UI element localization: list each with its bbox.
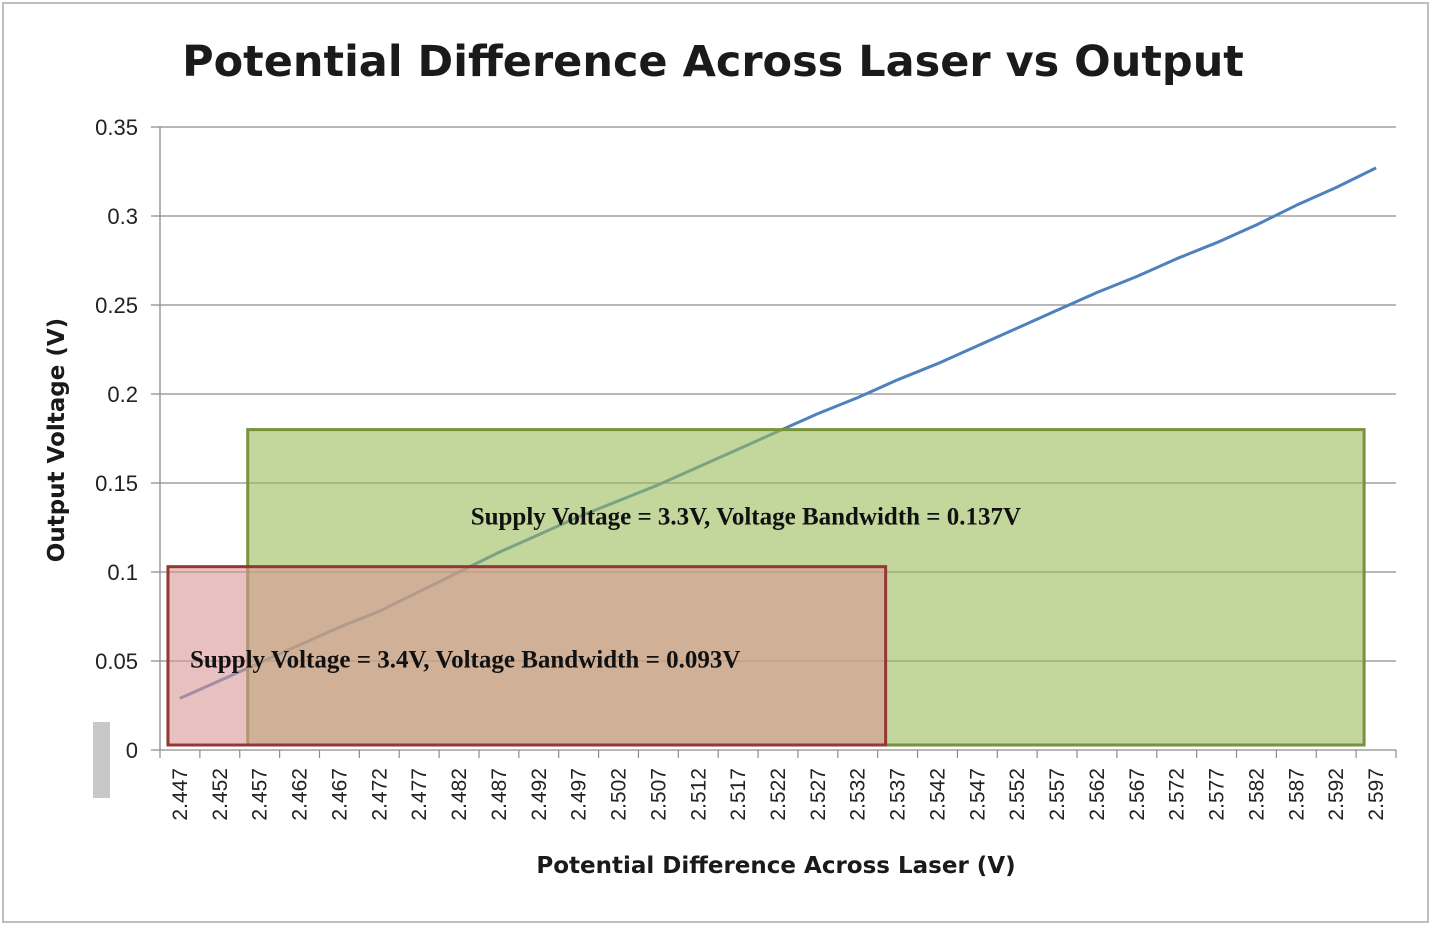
y-tick-label: 0 [126, 738, 138, 763]
x-tick-label: 2.507 [647, 768, 670, 821]
annotation-label: Supply Voltage = 3.4V, Voltage Bandwidth… [190, 647, 740, 674]
y-tick-label: 0.05 [95, 649, 138, 674]
x-tick-label: 2.587 [1285, 768, 1308, 821]
x-tick-label: 2.512 [687, 768, 710, 821]
y-tick-label: 0.3 [107, 204, 138, 229]
x-tick-label: 2.462 [289, 768, 312, 821]
y-tick-label: 0.25 [95, 293, 138, 318]
x-tick-label: 2.492 [528, 768, 551, 821]
x-tick-label: 2.497 [568, 768, 591, 821]
x-tick-label: 2.597 [1365, 768, 1388, 821]
x-tick-label: 2.452 [209, 768, 232, 821]
x-tick-label: 2.487 [488, 768, 511, 821]
x-tick-label: 2.592 [1325, 768, 1348, 821]
x-tick-label: 2.502 [608, 768, 631, 821]
y-tick-label: 0.1 [107, 560, 138, 585]
x-tick-label: 2.557 [1046, 768, 1069, 821]
x-tick-label: 2.582 [1245, 768, 1268, 821]
annotation-boxes: Supply Voltage = 3.3V, Voltage Bandwidth… [166, 428, 1366, 747]
data-point [1016, 327, 1019, 330]
x-tick-label: 2.532 [847, 768, 870, 821]
x-tick-label: 2.577 [1206, 768, 1229, 821]
y-tick-label: 0.2 [107, 382, 138, 407]
data-point [936, 362, 939, 365]
x-tick-label: 2.552 [1006, 768, 1029, 821]
y-axis-marker [93, 722, 110, 798]
x-tick-label: 2.517 [727, 768, 750, 821]
x-tick-label: 2.572 [1166, 768, 1189, 821]
data-point [1056, 309, 1059, 312]
x-tick-label: 2.547 [966, 768, 989, 821]
data-point [1135, 275, 1138, 278]
x-tick-label: 2.467 [328, 768, 351, 821]
x-tick-labels: 2.447 2.452 2.457 2.462 2.467 2.472 2.477 2.482… [169, 768, 1388, 821]
data-point [1295, 204, 1298, 207]
data-point [1335, 186, 1338, 189]
data-point [1375, 166, 1378, 169]
annotation-box [166, 565, 888, 747]
data-point [816, 412, 819, 415]
x-axis-label: Potential Difference Across Laser (V) [536, 853, 1015, 879]
x-tick-label: 2.522 [767, 768, 790, 821]
y-tick-label: 0.35 [95, 115, 138, 140]
data-point [1095, 291, 1098, 294]
x-tick-label: 2.482 [448, 768, 471, 821]
x-tick-label: 2.472 [368, 768, 391, 821]
data-point [896, 378, 899, 381]
x-tick-label: 2.457 [249, 768, 272, 821]
x-tick-label: 2.447 [169, 768, 192, 821]
x-tick-label: 2.542 [926, 768, 949, 821]
data-point [976, 344, 979, 347]
y-tick-label: 0.15 [95, 471, 138, 496]
y-axis-label: Output Voltage (V) [44, 318, 70, 562]
data-point [1255, 223, 1258, 226]
chart-title: Potential Difference Across Laser vs Out… [182, 37, 1244, 87]
data-point [1215, 241, 1218, 244]
y-tick-labels: 0 0.05 0.1 0.15 0.2 0.25 0.3 0.35 [95, 115, 138, 763]
data-point [856, 396, 859, 399]
x-tick-label: 2.477 [408, 768, 431, 821]
x-tick-label: 2.567 [1126, 768, 1149, 821]
annotation-label: Supply Voltage = 3.3V, Voltage Bandwidth… [471, 504, 1021, 531]
x-tick-label: 2.527 [807, 768, 830, 821]
x-tick-label: 2.537 [887, 768, 910, 821]
data-point [1175, 257, 1178, 260]
x-tick-label: 2.562 [1086, 768, 1109, 821]
